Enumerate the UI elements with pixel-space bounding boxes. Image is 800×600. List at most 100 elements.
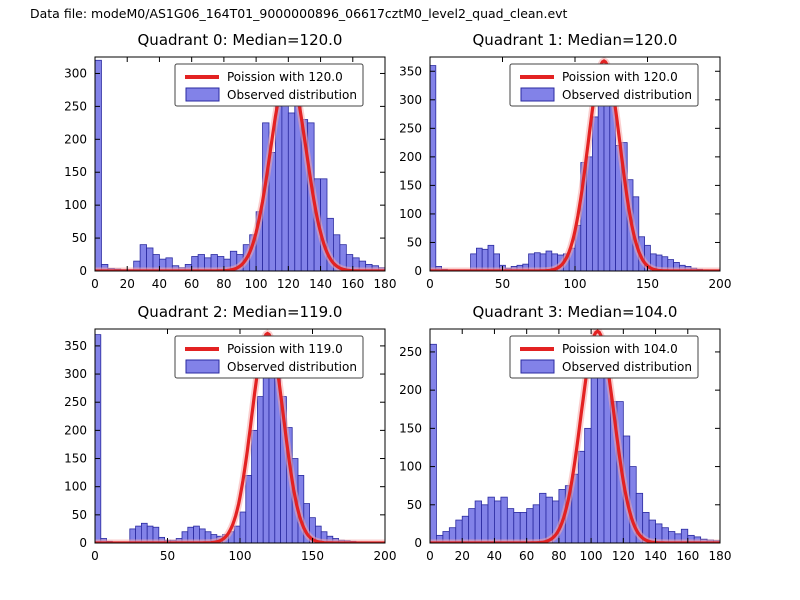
y-tick-label: 200 — [399, 383, 422, 397]
legend-box — [174, 63, 364, 107]
subplot-title-quadrant-0: Quadrant 0: Median=120.0 — [137, 31, 343, 49]
histogram-bar — [281, 86, 289, 271]
legend-box — [174, 335, 364, 379]
x-tick-label: 80 — [216, 277, 231, 291]
histogram-bar — [481, 504, 489, 543]
histogram-bar — [165, 257, 173, 271]
y-tick-label: 250 — [399, 345, 422, 359]
histogram-bar — [239, 511, 247, 543]
legend-label-poisson: Poission with 120.0 — [227, 70, 343, 84]
legend-label-observed: Observed distribution — [227, 88, 357, 102]
histogram-bar — [584, 427, 592, 543]
legend-label-poisson: Poission with 104.0 — [562, 342, 678, 356]
histogram-bar — [577, 450, 586, 543]
histogram-bar — [287, 112, 296, 271]
histogram-bar — [513, 512, 521, 543]
y-tick-label: 250 — [399, 121, 422, 135]
histogram-bar — [245, 475, 253, 543]
x-tick-label: 150 — [636, 277, 659, 291]
y-tick-label: 200 — [64, 423, 87, 437]
y-tick-label: 150 — [399, 178, 422, 192]
y-tick-label: 50 — [407, 498, 422, 512]
histogram-bar — [487, 244, 495, 271]
histogram-bar — [591, 116, 599, 271]
axes-frame — [94, 56, 386, 272]
y-tick-label: 150 — [64, 452, 87, 466]
legend-label-observed: Observed distribution — [562, 88, 692, 102]
y-tick-label: 200 — [64, 132, 87, 146]
x-tick-label: 40 — [487, 549, 502, 563]
poisson-curve — [430, 329, 720, 543]
x-tick-label: 200 — [374, 549, 397, 563]
legend-patch-sample — [520, 87, 555, 102]
x-tick-label: 60 — [519, 549, 534, 563]
histogram-bar — [262, 373, 270, 543]
plot-area-quadrant-2: 0 50 100 150 200 0 50 100 150 200 250 300 350 Poissio… — [64, 328, 397, 563]
x-tick-label: 200 — [709, 277, 732, 291]
x-tick-label: 180 — [709, 549, 732, 563]
histogram-bar — [487, 496, 495, 543]
histogram-bar — [532, 504, 540, 543]
x-tick-label: 100 — [229, 549, 252, 563]
plot-area-quadrant-3: 0 20 40 60 80 100 120 140 160 180 0 50 100 150 200 250 P… — [399, 328, 732, 563]
x-tick-label: 0 — [426, 549, 434, 563]
y-tick-label: 0 — [414, 536, 422, 550]
subplot-title-quadrant-2: Quadrant 2: Median=119.0 — [137, 303, 343, 321]
histogram-bar — [430, 343, 437, 543]
x-tick-label: 180 — [374, 277, 397, 291]
x-tick-label: 20 — [120, 277, 135, 291]
x-tick-label: 50 — [495, 277, 510, 291]
histogram-bar — [256, 396, 264, 543]
histogram-bar — [95, 334, 102, 543]
histogram-bar — [430, 65, 437, 271]
axes-frame — [429, 328, 721, 544]
x-tick-label: 80 — [551, 549, 566, 563]
histogram-bar — [233, 525, 241, 543]
legend-patch-sample — [520, 359, 555, 374]
x-tick-label: 100 — [245, 277, 268, 291]
x-tick-label: 120 — [612, 549, 635, 563]
legend-box — [509, 63, 699, 107]
subplot-quadrant-1: Quadrant 1: Median=120.0 0 50 100 150 200 0 50… — [368, 30, 733, 300]
histogram-bar — [95, 59, 102, 271]
y-tick-label: 50 — [72, 231, 87, 245]
histogram-bar — [597, 99, 605, 271]
y-tick-label: 150 — [64, 165, 87, 179]
y-tick-label: 150 — [399, 421, 422, 435]
y-tick-label: 100 — [399, 207, 422, 221]
y-tick-label: 0 — [79, 536, 87, 550]
y-tick-label: 300 — [64, 367, 87, 381]
legend-patch-sample — [185, 359, 220, 374]
histogram-bar — [468, 508, 476, 543]
x-tick-label: 0 — [426, 277, 434, 291]
y-tick-label: 100 — [399, 460, 422, 474]
x-tick-label: 150 — [301, 549, 324, 563]
x-tick-label: 100 — [580, 549, 603, 563]
legend-patch-sample — [185, 87, 220, 102]
poisson-curve — [95, 331, 385, 543]
x-tick-label: 0 — [91, 277, 99, 291]
plot-area-quadrant-1: 0 50 100 150 200 0 50 100 150 200 250 300 350 Poissio… — [399, 56, 732, 291]
histogram-bar — [500, 496, 508, 543]
y-tick-label: 100 — [64, 480, 87, 494]
histogram-bar — [493, 253, 501, 271]
plot-area-quadrant-0: 0 20 40 60 80 100 120 140 160 180 0 50 100 150 200 250 3… — [64, 56, 397, 291]
x-tick-label: 140 — [309, 277, 332, 291]
legend-label-observed: Observed distribution — [227, 360, 357, 374]
histogram-bar — [251, 429, 258, 543]
y-tick-label: 50 — [72, 508, 87, 522]
y-tick-label: 300 — [64, 66, 87, 80]
x-tick-label: 140 — [644, 549, 667, 563]
y-tick-label: 200 — [399, 150, 422, 164]
subplot-title-quadrant-1: Quadrant 1: Median=120.0 — [472, 31, 678, 49]
legend-label-poisson: Poission with 119.0 — [227, 342, 343, 356]
x-tick-label: 0 — [91, 549, 99, 563]
histogram-bar — [139, 244, 147, 271]
histogram-bar — [539, 492, 547, 543]
legend-label-poisson: Poission with 120.0 — [562, 70, 678, 84]
figure-suptitle: Data file: modeM0/AS1G06_164T01_90000008… — [30, 6, 568, 21]
legend-label-observed: Observed distribution — [562, 360, 692, 374]
poisson-curve — [430, 59, 720, 271]
legend-box — [509, 335, 699, 379]
